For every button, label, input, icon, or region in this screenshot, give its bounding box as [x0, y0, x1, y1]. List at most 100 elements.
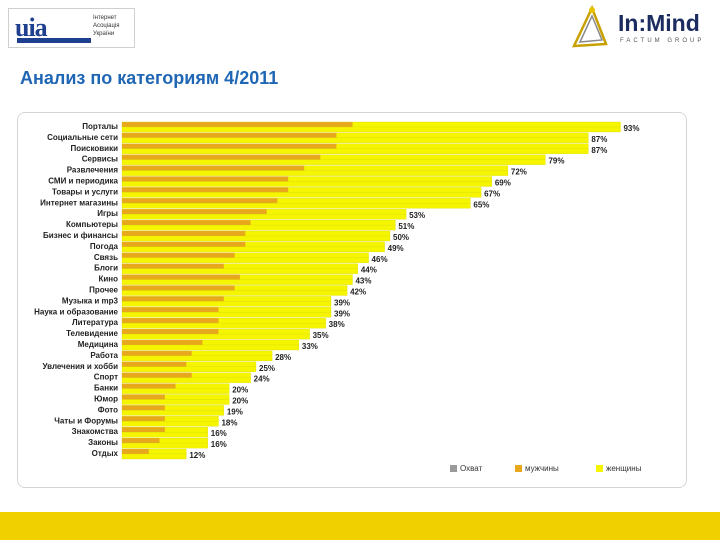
- category-label: Связь: [94, 253, 118, 262]
- bar-women: [121, 224, 396, 231]
- bar-men: [122, 187, 289, 193]
- bar-women: [121, 170, 509, 176]
- legend-label: женщины: [606, 464, 642, 473]
- value-label: 38%: [329, 320, 345, 329]
- bar-men: [122, 361, 187, 367]
- bar-women: [121, 137, 589, 144]
- inmind-triangle-icon: [571, 4, 608, 48]
- bar-men: [122, 329, 219, 335]
- category-label: Бизнес и финансы: [43, 231, 118, 240]
- page-title: Анализ по категориям 4/2011: [20, 68, 279, 88]
- value-label: 20%: [232, 397, 248, 406]
- category-label: Банки: [94, 384, 118, 393]
- bar-men: [122, 198, 278, 204]
- category-label: Кино: [98, 275, 118, 284]
- bar-men: [122, 165, 305, 171]
- bar-women: [121, 257, 369, 263]
- bar-men: [122, 372, 192, 378]
- bar-men: [122, 176, 289, 182]
- category-label: Юмор: [94, 395, 118, 404]
- bar-men: [122, 350, 192, 356]
- bar-men: [122, 154, 321, 160]
- bar-women: [121, 355, 273, 362]
- value-label: 19%: [227, 407, 243, 416]
- value-label: 18%: [221, 418, 237, 427]
- value-label: 35%: [313, 331, 329, 340]
- bar-women: [121, 203, 471, 209]
- category-label: Прочее: [89, 286, 118, 295]
- value-label: 16%: [211, 429, 227, 438]
- value-label: 39%: [334, 298, 350, 307]
- legend-label: Охват: [460, 464, 483, 473]
- inmind-name: In:Mind: [618, 10, 700, 36]
- bar-men: [122, 263, 224, 269]
- bar-men: [122, 122, 353, 127]
- bar-women: [121, 344, 300, 351]
- bar-women: [121, 333, 310, 340]
- uia-logo-line-3: України: [93, 31, 115, 37]
- legend-swatch: [450, 465, 457, 472]
- value-label: 72%: [511, 168, 527, 177]
- bar-women: [121, 399, 230, 405]
- value-label: 16%: [211, 440, 227, 449]
- chart-frame: Порталы 93% Социальные сети 87% Поисковики 87…: [17, 112, 687, 488]
- category-label: Интернет магазины: [40, 198, 118, 207]
- category-label: Увлечения и хобби: [42, 362, 118, 371]
- bar-women: [121, 388, 230, 394]
- category-label: Знакомства: [72, 427, 119, 436]
- bar-women: [121, 290, 348, 296]
- bar-men: [122, 416, 165, 422]
- value-label: 87%: [591, 146, 607, 155]
- bar-men: [122, 394, 165, 400]
- bar-women: [121, 410, 224, 416]
- category-label: Фото: [98, 405, 118, 414]
- bar-women: [121, 214, 407, 220]
- value-label: 24%: [254, 375, 270, 384]
- uia-logo-mark: uia: [15, 13, 48, 42]
- value-label: 28%: [275, 353, 291, 362]
- uia-logo-line-1: Інтернет: [93, 15, 117, 21]
- bar-men: [122, 427, 165, 433]
- value-label: 53%: [409, 211, 425, 220]
- bar-men: [122, 132, 337, 138]
- bar-women: [121, 323, 326, 329]
- category-label: Отдых: [92, 449, 119, 458]
- bar-women: [121, 268, 358, 274]
- uia-logo-band: [17, 38, 91, 43]
- bar-men: [122, 231, 246, 236]
- category-label: Развлечения: [67, 166, 119, 175]
- bar-women: [121, 181, 492, 187]
- value-label: 79%: [548, 157, 564, 166]
- category-label: Работа: [90, 351, 118, 360]
- legend-swatch: [596, 465, 603, 472]
- category-label: Музыка и mp3: [62, 296, 119, 305]
- bar-men: [122, 252, 235, 258]
- bar-men: [122, 209, 267, 215]
- bar-men: [122, 285, 235, 291]
- category-label: Блоги: [94, 264, 118, 273]
- bar-women: [121, 366, 257, 372]
- value-label: 69%: [495, 179, 511, 188]
- category-label: Чаты и Форумы: [54, 416, 118, 425]
- value-label: 12%: [189, 451, 205, 460]
- bar-women: [121, 312, 332, 318]
- inmind-logo[interactable]: In:Mind FACTUM GROUP: [566, 4, 706, 52]
- category-label: Социальные сети: [47, 133, 118, 142]
- category-label: Медицина: [78, 340, 119, 349]
- value-label: 65%: [473, 200, 489, 209]
- bar-women: [121, 432, 208, 438]
- value-label: 39%: [334, 309, 350, 318]
- bar-women: [121, 246, 385, 253]
- value-label: 87%: [591, 135, 607, 144]
- category-label: Телевидение: [66, 329, 118, 338]
- bar-men: [122, 296, 224, 302]
- category-label: Законы: [88, 438, 118, 447]
- footer-band: [0, 512, 720, 540]
- category-label: Игры: [97, 209, 118, 218]
- bar-men: [122, 307, 219, 313]
- category-label: Наука и образование: [34, 307, 118, 316]
- bar-women: [121, 126, 621, 133]
- value-label: 43%: [355, 277, 371, 286]
- category-label: Спорт: [94, 373, 118, 382]
- uia-logo[interactable]: uia Інтернет Асоціація України: [8, 8, 135, 48]
